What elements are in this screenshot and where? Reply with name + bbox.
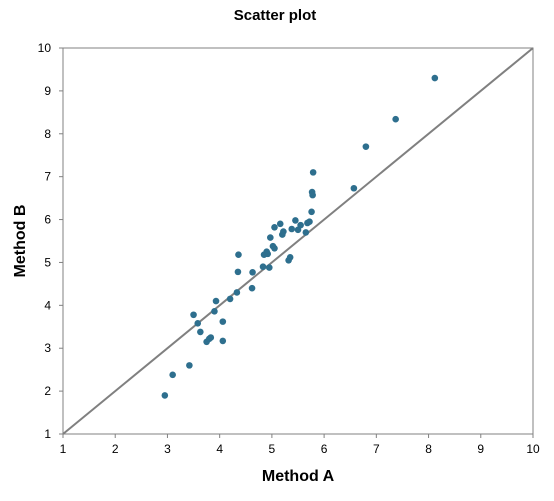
x-axis-label: Method A <box>262 468 335 485</box>
data-point <box>267 234 274 241</box>
data-point <box>302 229 310 236</box>
data-point <box>265 264 273 271</box>
x-tick-label: 9 <box>477 442 484 456</box>
x-tick-label: 2 <box>112 442 119 456</box>
data-point <box>233 289 241 296</box>
data-point <box>276 220 284 228</box>
x-tick-label: 7 <box>373 442 380 456</box>
data-point <box>207 334 215 341</box>
y-tick-label: 7 <box>44 170 51 184</box>
reference-line-layer <box>62 47 534 435</box>
data-point <box>249 269 256 276</box>
data-point <box>286 253 294 261</box>
data-point <box>309 169 317 176</box>
x-tick-label: 5 <box>269 442 276 456</box>
data-point <box>288 225 296 233</box>
data-point <box>186 362 193 369</box>
data-point <box>306 218 313 225</box>
data-point <box>219 337 227 345</box>
y-tick-label: 1 <box>44 427 51 441</box>
chart-title: Scatter plot <box>234 7 317 24</box>
x-tick-label: 8 <box>425 442 432 456</box>
data-point <box>226 295 234 303</box>
data-point <box>161 392 169 399</box>
y-tick-label: 6 <box>44 213 51 227</box>
data-point <box>190 311 197 319</box>
x-tick-label: 1 <box>60 442 67 456</box>
data-point <box>234 268 242 276</box>
data-point <box>235 251 242 259</box>
data-point <box>308 208 315 216</box>
x-tick-label: 3 <box>164 442 171 456</box>
data-point <box>197 328 204 336</box>
axis-ticks: 1 2 3 4 5 6 7 8 9 10 1 2 3 4 5 6 7 8 9 10 <box>38 41 540 456</box>
y-tick-label: 10 <box>38 41 52 55</box>
data-point <box>350 184 358 192</box>
data-point <box>211 308 218 315</box>
y-axis-label: Method B <box>12 205 29 278</box>
data-point <box>169 371 176 379</box>
data-point <box>297 221 304 229</box>
y-tick-label: 4 <box>44 298 51 312</box>
data-point <box>309 191 316 199</box>
data-point <box>271 244 278 252</box>
y-tick-label: 3 <box>44 341 51 355</box>
data-point <box>280 228 287 235</box>
data-point <box>212 297 220 305</box>
data-point <box>259 263 267 271</box>
data-point <box>248 284 256 292</box>
y-tick-label: 2 <box>44 384 51 398</box>
y-tick-label: 5 <box>44 255 51 269</box>
identity-line <box>62 47 534 435</box>
data-point <box>194 320 202 327</box>
data-point <box>362 143 370 150</box>
y-tick-label: 8 <box>44 127 51 141</box>
data-points <box>161 74 439 399</box>
x-tick-label: 4 <box>216 442 223 456</box>
x-tick-label: 6 <box>321 442 328 456</box>
y-tick-label: 9 <box>44 84 51 98</box>
data-point <box>264 250 272 258</box>
data-point <box>219 318 227 325</box>
data-point <box>392 115 399 123</box>
data-point <box>271 223 278 231</box>
data-point <box>431 74 439 82</box>
x-tick-label: 10 <box>526 442 540 456</box>
data-point <box>292 217 299 224</box>
